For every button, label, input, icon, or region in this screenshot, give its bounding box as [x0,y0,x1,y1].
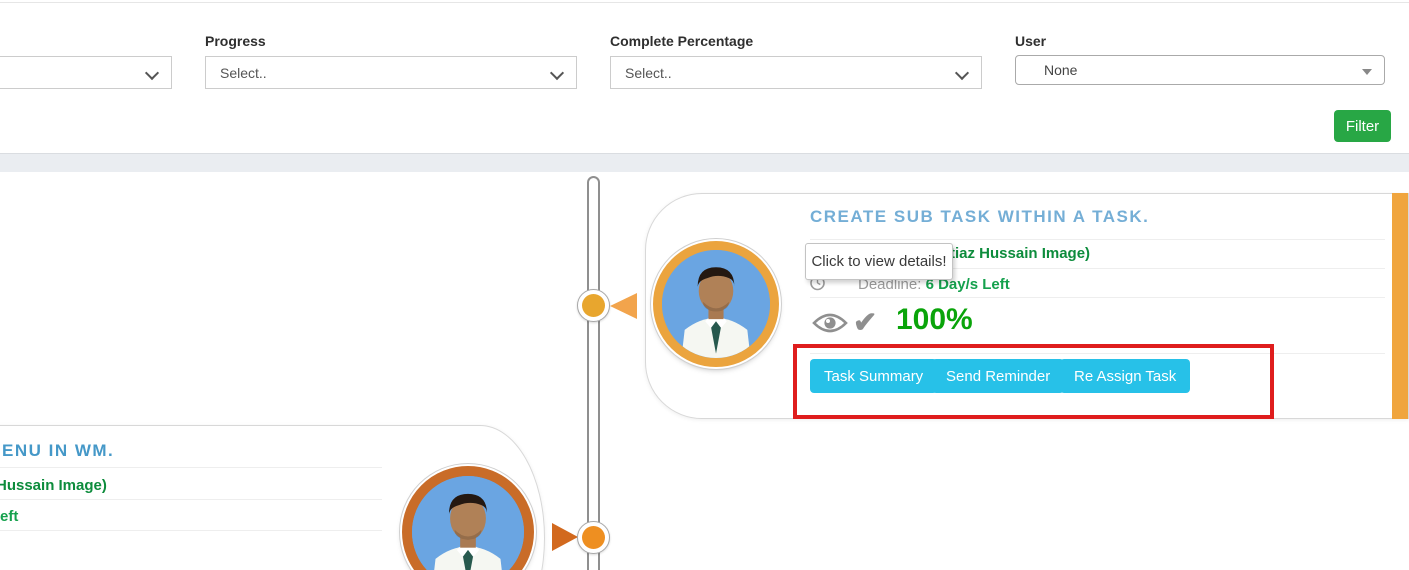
chevron-down-icon [549,65,565,81]
check-icon: ✔ [853,307,878,339]
complete-percentage-select-value: Select.. [625,64,672,81]
timeline-arrow-left-icon [610,293,637,319]
deadline-text-fragment: eft [0,508,19,525]
top-divider [0,2,1409,3]
avatar[interactable] [402,466,534,570]
deadline-value: 6 Day/s Left [925,276,1010,293]
deadline-row: Deadline: 6 Day/s Left [858,276,1010,293]
progress-percentage: 100% [896,303,973,336]
avatar-photo [662,250,770,358]
section-separator-band [0,153,1409,172]
timeline-dot[interactable] [577,521,610,554]
progress-label: Progress [205,33,266,49]
tooltip: Click to view details! [805,243,953,280]
timeline-line [587,176,600,570]
assignee-text-fragment: Hussain Image) [0,477,107,494]
user-label: User [1015,33,1047,49]
card-divider [0,467,382,468]
complete-percentage-label: Complete Percentage [610,33,754,49]
card-accent-bar [1392,193,1408,419]
progress-select-value: Select.. [220,64,267,81]
task-title[interactable]: CREATE SUB TASK WITHIN A TASK. [810,207,1150,226]
deadline-label: Deadline: [858,276,922,293]
user-select-value: None [1044,62,1078,78]
user-select[interactable]: None [1015,55,1385,85]
card-divider [810,268,1385,269]
avatar-photo [412,476,524,570]
card-divider [810,353,1385,354]
assignee-text: tiaz Hussain Image) [950,245,1091,262]
re-assign-task-button[interactable]: Re Assign Task [1060,359,1191,393]
task-summary-button[interactable]: Task Summary [810,359,938,393]
timeline-dot[interactable] [577,289,610,322]
chevron-down-icon [954,65,970,81]
first-filter-select[interactable] [0,56,172,89]
card-divider [0,499,382,500]
filter-button[interactable]: Filter [1334,110,1391,142]
chevron-down-icon [144,65,160,81]
send-reminder-button[interactable]: Send Reminder [932,359,1065,393]
avatar[interactable] [653,241,779,367]
card-divider [810,239,1385,240]
triangle-down-icon [1362,69,1372,75]
task-title-fragment[interactable]: ENU IN WM. [2,441,115,460]
complete-percentage-select[interactable]: Select.. [610,56,982,89]
card-divider [0,530,382,531]
progress-select[interactable]: Select.. [205,56,577,89]
eye-icon[interactable] [812,311,848,335]
timeline-arrow-right-icon [552,523,578,551]
card-divider [810,297,1385,298]
